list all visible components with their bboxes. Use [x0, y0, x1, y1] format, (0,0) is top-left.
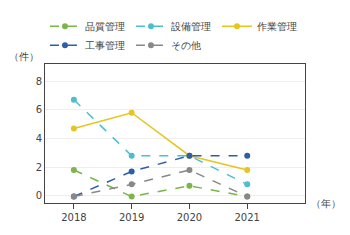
svg-text:品質管理: 品質管理: [85, 21, 125, 32]
svg-text:2021: 2021: [234, 212, 259, 223]
svg-text:0: 0: [36, 190, 42, 201]
svg-text:2019: 2019: [119, 212, 144, 223]
svg-text:2018: 2018: [61, 212, 86, 223]
svg-text:2020: 2020: [177, 212, 202, 223]
svg-text:8: 8: [36, 76, 42, 87]
svg-text:設備管理: 設備管理: [171, 21, 211, 32]
svg-text:（件）: （件）: [9, 51, 39, 62]
svg-text:4: 4: [36, 133, 42, 144]
svg-text:工事管理: 工事管理: [85, 40, 125, 51]
svg-text:作業管理: 作業管理: [256, 21, 297, 32]
svg-text:その他: その他: [171, 40, 201, 51]
svg-text:6: 6: [36, 104, 42, 115]
svg-text:（年）: （年）: [311, 198, 341, 209]
svg-text:2: 2: [36, 162, 42, 173]
